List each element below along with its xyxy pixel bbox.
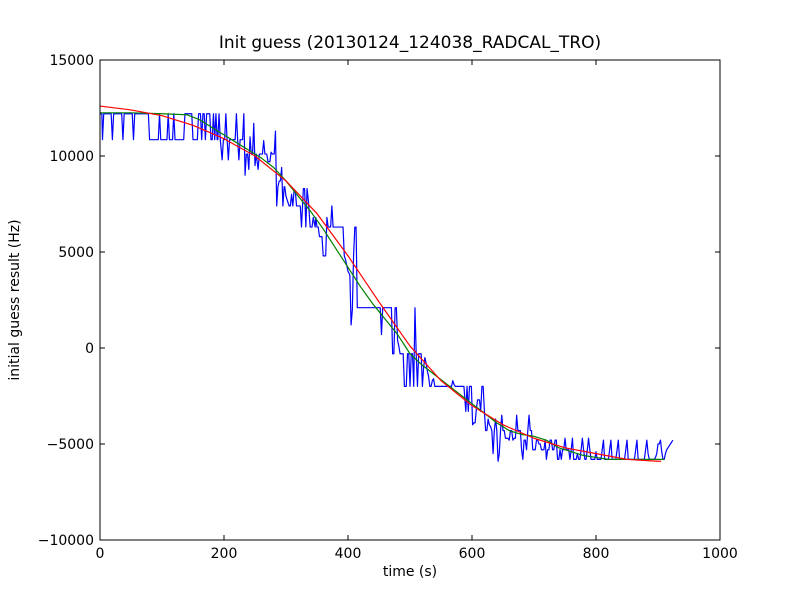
chart-title: Init guess (20130124_124038_RADCAL_TRO) <box>219 33 601 53</box>
y-axis-ticks: 15000 10000 5000 0 −5000 −10000 <box>38 53 720 549</box>
x-tick-label: 200 <box>211 546 238 562</box>
x-axis-label: time (s) <box>383 564 437 580</box>
plot-background <box>100 60 720 540</box>
x-tick-label: 0 <box>96 546 105 562</box>
series-line-green <box>100 112 665 460</box>
x-tick-label: 800 <box>583 546 610 562</box>
series-line-blue <box>100 113 674 462</box>
x-axis-ticks: 0 200 400 600 800 1000 <box>96 60 738 562</box>
plot-frame <box>99 59 721 541</box>
series-line-red <box>99 105 662 462</box>
plot-area <box>99 59 721 541</box>
y-axis-label: initial guess result (Hz) <box>7 219 23 380</box>
y-tick-label: −5000 <box>47 437 94 453</box>
y-tick-label: 10000 <box>49 149 94 165</box>
y-tick-label: 0 <box>85 341 94 357</box>
x-tick-label: 600 <box>459 546 486 562</box>
series-layer <box>99 105 674 462</box>
y-tick-label: −10000 <box>38 533 94 549</box>
y-tick-label: 5000 <box>58 245 94 261</box>
x-tick-label: 400 <box>335 546 362 562</box>
y-tick-label: 15000 <box>49 53 94 69</box>
x-tick-label: 1000 <box>702 546 738 562</box>
